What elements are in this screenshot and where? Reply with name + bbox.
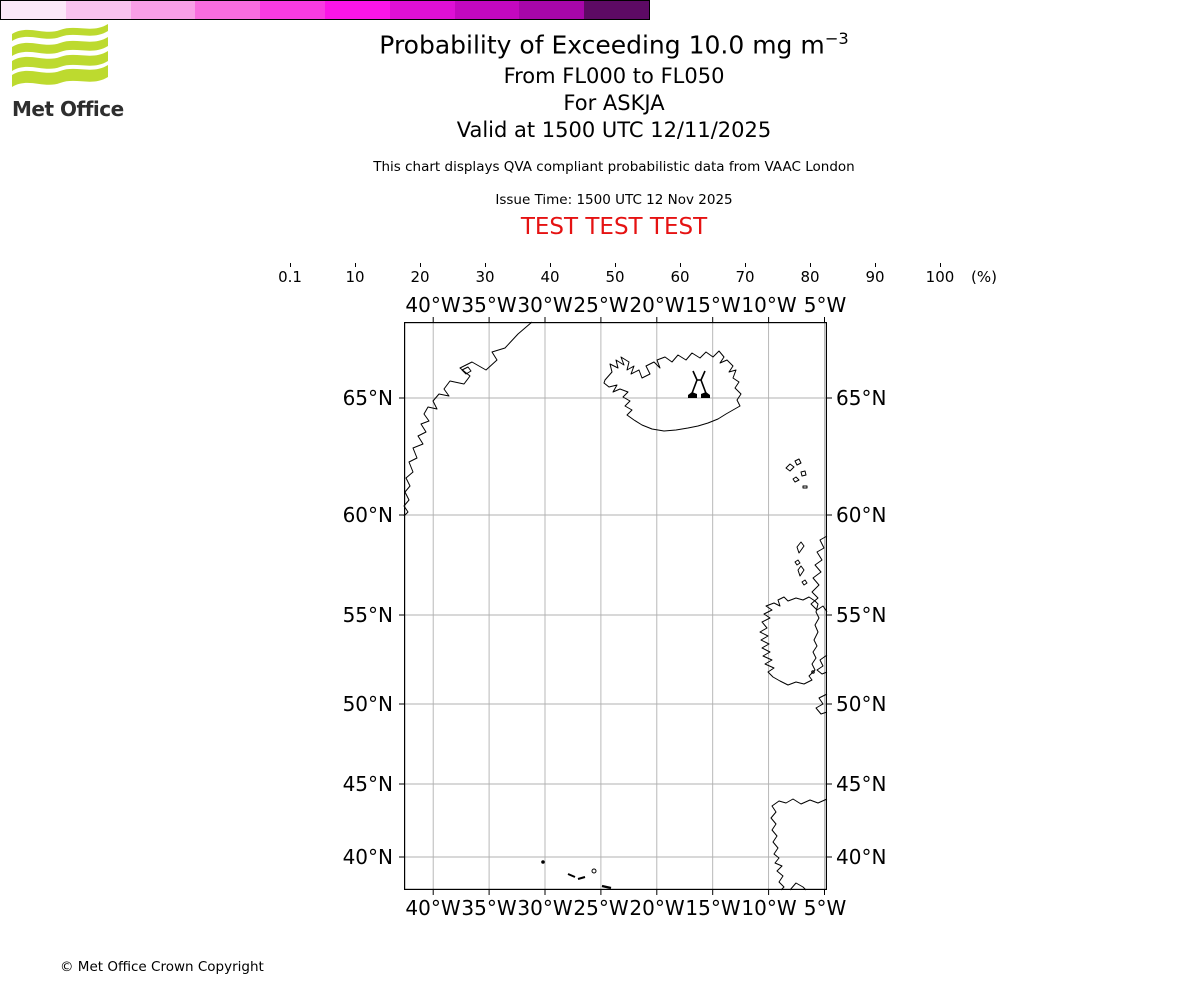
lon-label-top: 15°W (685, 293, 741, 317)
chart-title: Probability of Exceeding 10.0 mg m−3 (379, 29, 848, 59)
colorbar-tick (550, 263, 551, 267)
lat-label-right: 55°N (836, 603, 887, 627)
lon-label-top: 5°W (803, 293, 847, 317)
lat-label-left: 50°N (342, 692, 393, 716)
lat-label-left: 60°N (342, 503, 393, 527)
lat-label-left: 65°N (342, 386, 393, 410)
colorbar-tick-label: 40 (540, 268, 560, 286)
colorbar-segment-4 (195, 1, 261, 19)
lon-label-bottom: 20°W (629, 896, 685, 920)
colorbar-tick (485, 263, 486, 267)
lat-label-right: 40°N (836, 845, 887, 869)
lat-label-right: 60°N (836, 503, 887, 527)
lat-label-right: 65°N (836, 386, 887, 410)
colorbar-tick-label: 60 (670, 268, 690, 286)
colorbar-tick-label: 50 (605, 268, 625, 286)
colorbar-tick (680, 263, 681, 267)
subtitle-volcano: For ASKJA (563, 91, 665, 115)
colorbar-tick (355, 263, 356, 267)
chart-title-text: Probability of Exceeding 10.0 mg m (379, 30, 825, 60)
colorbar-tick-label: 80 (800, 268, 820, 286)
colorbar-segment-8 (454, 1, 520, 19)
colorbar-tick (940, 263, 941, 267)
scilly-isles (811, 670, 815, 674)
lat-label-left: 40°N (342, 845, 393, 869)
subtitle-flight-levels: From FL000 to FL050 (503, 64, 725, 88)
lon-label-top: 20°W (629, 293, 685, 317)
colorbar-tick (745, 263, 746, 267)
map-plot (399, 317, 832, 895)
colorbar-tick (810, 263, 811, 267)
colorbar-tick-label: 30 (475, 268, 495, 286)
lon-label-top: 35°W (461, 293, 517, 317)
lon-label-top: 10°W (741, 293, 797, 317)
lat-label-right: 45°N (836, 772, 887, 796)
coastline-greenland (403, 321, 533, 517)
colorbar (0, 0, 650, 20)
coastline-ireland (759, 596, 820, 686)
colorbar-tick-label: 70 (735, 268, 755, 286)
coastline-cornwall (816, 654, 828, 675)
colorbar-segment-10 (584, 1, 649, 19)
lon-label-bottom: 40°W (405, 896, 461, 920)
colorbar-tick-label: 100 (925, 268, 955, 286)
issue-time: Issue Time: 1500 UTC 12 Nov 2025 (495, 192, 733, 208)
colorbar-segment-9 (519, 1, 585, 19)
copyright-text: © Met Office Crown Copyright (60, 959, 264, 975)
colorbar-segment-1 (1, 1, 66, 19)
lon-label-bottom: 30°W (517, 896, 573, 920)
coastline-faroes (785, 458, 808, 489)
colorbar-segment-6 (324, 1, 390, 19)
subtitle-valid-time: Valid at 1500 UTC 12/11/2025 (456, 118, 772, 142)
chart-title-exponent: −3 (824, 29, 849, 48)
lon-label-bottom: 10°W (741, 896, 797, 920)
coastline-iberia-south (789, 882, 807, 891)
disclaimer-text: This chart displays QVA compliant probab… (373, 159, 855, 175)
met-office-waves-icon (12, 24, 108, 87)
colorbar-tick-label: 0.1 (278, 268, 302, 286)
colorbar-tick (420, 263, 421, 267)
colorbar-segment-2 (65, 1, 131, 19)
lon-label-top: 25°W (573, 293, 629, 317)
lon-label-bottom: 15°W (685, 896, 741, 920)
coastline-iceland (603, 350, 742, 432)
azores-islands (541, 860, 612, 890)
map-border (404, 322, 827, 890)
volcano-marker (688, 370, 710, 398)
met-office-logo-text: Met Office (12, 97, 124, 121)
map-gridlines (404, 322, 827, 890)
lon-label-bottom: 5°W (803, 896, 847, 920)
colorbar-segment-3 (130, 1, 196, 19)
test-banner: TEST TEST TEST (520, 214, 708, 240)
lon-label-bottom: 25°W (573, 896, 629, 920)
colorbar-unit: (%) (971, 268, 997, 286)
colorbar-tick-label: 10 (345, 268, 365, 286)
lon-label-top: 30°W (517, 293, 573, 317)
colorbar-tick (290, 263, 291, 267)
coastline-scotland (810, 535, 828, 613)
colorbar-segment-7 (389, 1, 455, 19)
coastline-iberia (770, 798, 828, 891)
lat-label-left: 55°N (342, 603, 393, 627)
lat-label-left: 45°N (342, 772, 393, 796)
coastline-greenland-islet (461, 366, 472, 375)
coastline-brittany (815, 693, 828, 715)
map-axis-ticks (399, 317, 832, 895)
colorbar-tick-label: 90 (865, 268, 885, 286)
colorbar-segment-5 (260, 1, 325, 19)
colorbar-tick-label: 20 (410, 268, 430, 286)
met-office-logo: Met Office (12, 22, 124, 121)
lon-label-top: 40°W (405, 293, 461, 317)
colorbar-tick (615, 263, 616, 267)
lon-label-bottom: 35°W (461, 896, 517, 920)
lat-label-right: 50°N (836, 692, 887, 716)
coastline-hebrides (794, 541, 808, 586)
colorbar-tick (875, 263, 876, 267)
